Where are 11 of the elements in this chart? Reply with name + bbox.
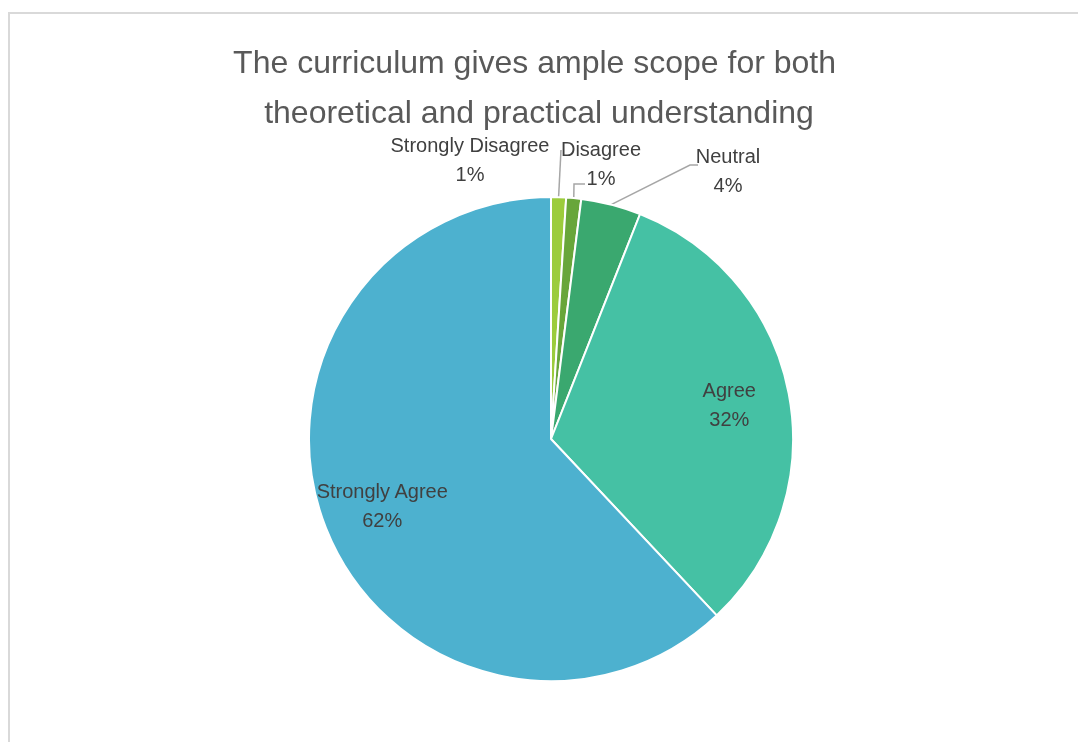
data-label: 62%	[362, 509, 403, 532]
slice-label: Disagree	[560, 137, 642, 160]
chart-title: The curriculum gives ample scope for both theoretical and practical understanding	[233, 44, 845, 130]
data-label: 1%	[586, 166, 616, 189]
data-label: 32%	[709, 408, 750, 431]
slice-label: Strongly Disagree	[390, 133, 550, 156]
data-label: 1%	[455, 162, 485, 185]
slice-label: Strongly Agree	[316, 480, 448, 503]
slice-label: Neutral	[695, 144, 761, 167]
slice-label: Agree	[702, 379, 756, 402]
data-label: 4%	[713, 173, 743, 196]
